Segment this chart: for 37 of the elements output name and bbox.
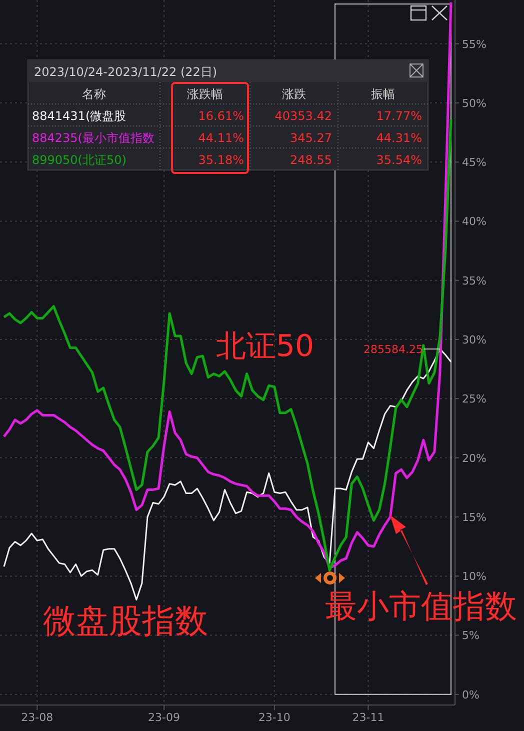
text: 899050(北证50) bbox=[32, 153, 126, 167]
y-tick-label: 5% bbox=[462, 629, 480, 642]
annotation: 248.55 bbox=[290, 153, 332, 167]
annotation: 涨跌 bbox=[282, 87, 306, 101]
text: 8841431(微盘股 bbox=[32, 109, 126, 123]
y-tick-label: 20% bbox=[462, 452, 486, 465]
y-tick-label: 15% bbox=[462, 510, 486, 524]
x-tick-label: 23-10 bbox=[258, 711, 290, 724]
annotation: 40353.42 bbox=[274, 109, 332, 123]
y-tick-label: 35% bbox=[462, 274, 486, 288]
annotation: 35.18% bbox=[198, 153, 244, 167]
annotation: 44.31% bbox=[376, 131, 422, 145]
annotation: 涨跌幅 bbox=[187, 87, 223, 101]
y-tick-label: 10% bbox=[462, 570, 486, 584]
y-tick-label: 55% bbox=[462, 38, 486, 51]
annotation: 名称 bbox=[82, 87, 106, 101]
text: 884235(最小市值指数 bbox=[32, 131, 154, 145]
annotation: 北证50 bbox=[216, 329, 314, 364]
y-tick-label: 40% bbox=[462, 215, 486, 228]
annotation: 44.11% bbox=[198, 131, 244, 145]
annotation: 17.77% bbox=[376, 109, 422, 123]
y-tick-label: 0% bbox=[462, 688, 480, 702]
annotation: 微盘股指数 bbox=[43, 601, 208, 640]
x-tick-label: 23-09 bbox=[148, 711, 180, 724]
y-tick-label: 50% bbox=[462, 96, 486, 110]
annotation: 振幅 bbox=[371, 87, 395, 101]
x-tick-label: 23-11 bbox=[352, 711, 384, 724]
annotation: 35.54% bbox=[376, 153, 422, 167]
legend-title: 2023/10/24-2023/11/22 (22日) bbox=[34, 65, 218, 79]
annotation: 16.61% bbox=[198, 109, 244, 123]
y-tick-label: 45% bbox=[462, 156, 486, 170]
line-series bbox=[2, 1, 452, 570]
annotation: 345.27 bbox=[290, 131, 332, 145]
x-tick-label: 23-08 bbox=[21, 711, 54, 724]
y-tick-label: 30% bbox=[462, 333, 486, 346]
y-tick-label: 25% bbox=[462, 392, 486, 406]
annotation: 285584.25 bbox=[364, 343, 423, 356]
